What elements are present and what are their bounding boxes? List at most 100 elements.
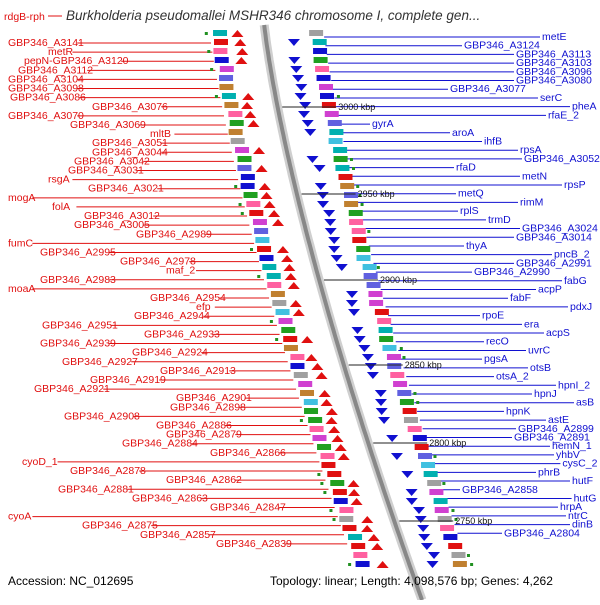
gene-label: GBP346_A3124	[464, 40, 540, 52]
feature-block	[355, 561, 370, 567]
minus-gene-arrow	[255, 165, 268, 172]
minus-gene-arrow	[260, 192, 273, 199]
plus-gene-arrow	[405, 498, 418, 505]
gene-label: GBP346_A2921	[34, 383, 110, 395]
gene-label: GBP346_A2924	[132, 347, 208, 359]
marker-dot	[413, 392, 417, 395]
feature-block	[344, 201, 359, 207]
feature-block	[378, 327, 393, 333]
gene-label: rfaE_2	[548, 109, 579, 121]
feature-block	[214, 57, 229, 63]
minus-gene-arrow	[348, 489, 361, 496]
gene-label: GBP346_A2875	[82, 520, 158, 532]
minus-gene-arrow	[315, 372, 328, 379]
gene-label: GBP346_A2891	[514, 432, 590, 444]
gene-label: GBP346_A3024	[522, 223, 598, 235]
gene-label: GBP346_A2878	[70, 465, 146, 477]
feature-block	[309, 426, 324, 432]
feature-block	[319, 84, 334, 90]
feature-block	[319, 93, 334, 99]
feature-block	[240, 174, 255, 180]
feature-block	[437, 516, 452, 522]
plus-gene-arrow	[351, 327, 364, 334]
gene-label: GBP346_A2899	[518, 423, 594, 435]
plus-gene-arrow	[299, 102, 312, 109]
feature-block	[213, 48, 228, 54]
feature-block	[414, 444, 429, 450]
plus-gene-arrow	[297, 111, 310, 118]
minus-gene-arrow	[289, 300, 302, 307]
feature-block	[366, 282, 381, 288]
plus-gene-arrow	[390, 453, 403, 460]
marker-dot	[250, 248, 254, 251]
gene-label: otsA_2	[496, 371, 529, 383]
minus-gene-arrow	[305, 354, 318, 361]
gene-label: GBP346_A2901	[176, 392, 252, 404]
minus-gene-arrow	[258, 183, 271, 190]
kbp-tick-label: 2900 kbp	[380, 275, 417, 285]
feature-block	[393, 381, 408, 387]
plus-gene-arrow	[330, 255, 343, 262]
minus-gene-arrow	[325, 408, 338, 415]
plus-gene-arrow	[405, 489, 418, 496]
plus-gene-arrow	[364, 363, 377, 370]
plus-gene-arrow	[324, 219, 337, 226]
feature-block	[321, 102, 336, 108]
marker-dot	[416, 401, 420, 404]
minus-gene-arrow	[281, 255, 294, 262]
gene-label: hutG	[574, 492, 597, 504]
gene-label: cyoA	[8, 511, 31, 523]
marker-dot	[336, 95, 340, 98]
gene-label: GBP346_A3076	[92, 101, 168, 113]
feature-block	[252, 219, 267, 225]
gene-label: mogA	[8, 192, 35, 204]
gene-label: rsgA	[48, 174, 70, 186]
gene-label: GBP346_A3021	[88, 183, 164, 195]
marker-dot	[269, 320, 273, 323]
feature-block	[298, 381, 313, 387]
feature-block	[219, 75, 234, 81]
minus-gene-arrow	[241, 102, 254, 109]
feature-block	[243, 192, 258, 198]
plus-gene-arrow	[418, 534, 431, 541]
gene-label: GBP346_A3044	[92, 146, 168, 158]
gene-label: GBP346_A2886	[156, 420, 232, 432]
gene-label: GBP346_A3052	[524, 153, 600, 165]
gene-label: hrpA	[560, 501, 582, 513]
gene-label: GBP346_A2863	[132, 492, 208, 504]
gene-label: ihfB	[484, 135, 502, 147]
plus-strand-labels: metEGBP346_A3124GBP346_A3113GBP346_A3103…	[372, 31, 600, 539]
gene-label: hpnI_2	[558, 379, 590, 391]
gene-label: GBP346_A2879	[166, 429, 242, 441]
gene-label: rpsP	[564, 179, 586, 191]
feature-block	[309, 30, 324, 36]
gene-label: GBP346_A2884	[122, 438, 198, 450]
axis-line	[262, 24, 424, 601]
gene-label: GBP346_A2913	[160, 365, 236, 377]
feature-block	[320, 453, 335, 459]
feature-block	[213, 30, 228, 36]
minus-gene-arrow	[318, 390, 331, 397]
gene-label: yhbV	[556, 449, 580, 461]
minus-gene-arrow	[253, 147, 266, 154]
marker-dot	[240, 212, 244, 215]
gene-label: GBP346_A3069	[70, 119, 146, 131]
feature-block	[308, 417, 323, 423]
gene-label: fabF	[510, 292, 531, 304]
feature-block	[363, 273, 378, 279]
marker-dot	[358, 194, 362, 197]
feature-block	[330, 480, 345, 486]
gene-label: GBP346_A3012	[84, 210, 160, 222]
marker-dot	[451, 509, 455, 512]
feature-block	[339, 507, 354, 513]
minus-gene-arrow	[268, 210, 281, 217]
plus-gene-arrow	[414, 516, 427, 523]
minus-gene-arrow	[350, 498, 363, 505]
gene-label: pheA	[572, 101, 597, 113]
gene-label: GBP346_A3096	[516, 66, 592, 78]
feature-block	[374, 309, 389, 315]
feature-block	[356, 246, 371, 252]
plus-gene-arrow	[345, 300, 358, 307]
